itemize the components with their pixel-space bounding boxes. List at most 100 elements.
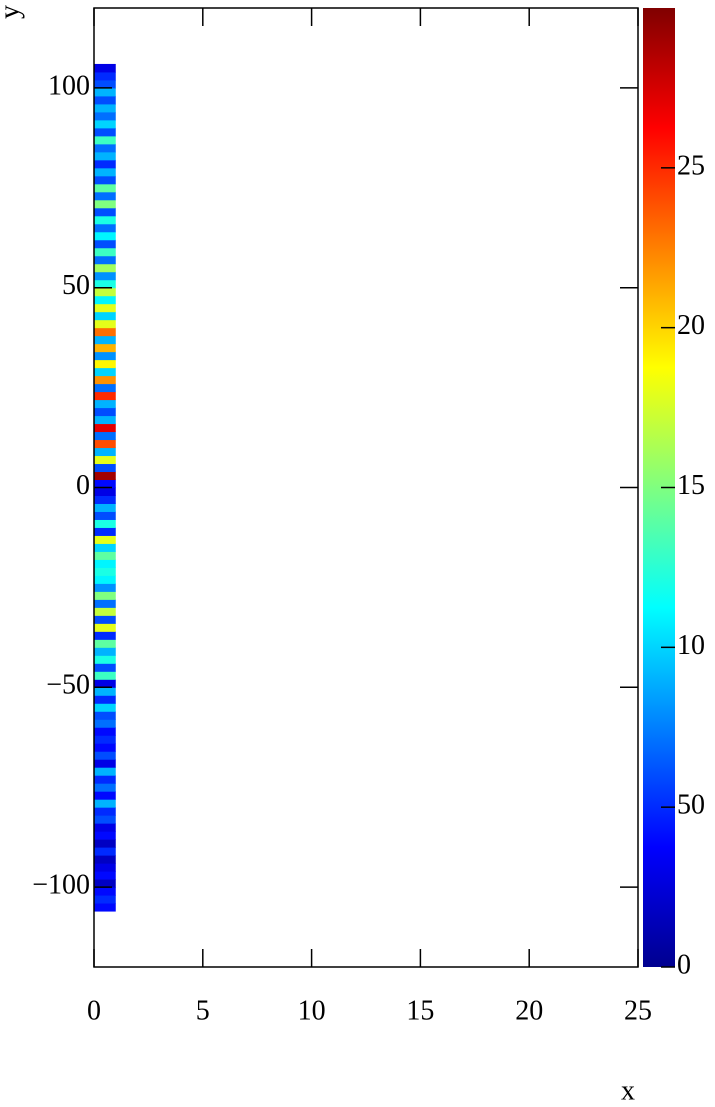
heatmap-cell: [94, 279, 116, 289]
heatmap-cell: [94, 239, 116, 249]
heatmap-cell: [94, 807, 116, 816]
heatmap-cell: [94, 103, 116, 113]
heatmap-cell: [94, 311, 116, 321]
heatmap-cell: [94, 575, 116, 584]
heatmap-cell: [94, 663, 116, 672]
heatmap-cell: [94, 183, 116, 193]
heatmap-cell: [94, 567, 116, 576]
heatmap-cell: [94, 639, 116, 648]
heatmap-cell: [94, 735, 116, 744]
heatmap-cell: [94, 215, 116, 225]
heatmap-cell: [94, 847, 116, 856]
heatmap-cell: [94, 71, 116, 81]
color-bar-label: 15: [677, 470, 705, 501]
heatmap-cell: [94, 367, 116, 377]
heatmap-cell: [94, 167, 116, 177]
heatmap-cell: [94, 383, 116, 393]
heatmap-cell: [94, 743, 116, 752]
heatmap-cell: [94, 751, 116, 760]
y-tick-label: −100: [32, 870, 90, 901]
heatmap-cell: [94, 527, 116, 536]
color-bar-label: 10: [677, 630, 705, 661]
heatmap-cell: [94, 535, 116, 544]
heatmap-cell: [94, 135, 116, 145]
heatmap-cell: [94, 607, 116, 616]
heatmap-cell: [94, 839, 116, 848]
heatmap-cell: [94, 591, 116, 600]
heatmap-cell: [94, 439, 116, 449]
heatmap-cell: [94, 231, 116, 241]
heatmap-cell: [94, 799, 116, 808]
heatmap-cell: [94, 119, 116, 129]
heatmap-cell: [94, 623, 116, 632]
color-bar-label: 0: [677, 949, 691, 980]
heatmap-cell: [94, 415, 116, 425]
x-tick-label: 0: [87, 995, 101, 1026]
heatmap-cell: [94, 319, 116, 329]
heatmap-cell: [94, 879, 116, 888]
y-tick-label: 100: [48, 70, 90, 101]
heatmap-cell: [94, 207, 116, 217]
heatmap-cell: [94, 327, 116, 337]
heatmap-cell: [94, 95, 116, 105]
heatmap-cell: [94, 695, 116, 704]
heatmap-cell: [94, 519, 116, 528]
heatmap-cell: [94, 175, 116, 185]
heatmap-cell: [94, 63, 116, 73]
heatmap-cell: [94, 463, 116, 473]
heatmap-cell: [94, 495, 116, 504]
heatmap-cell: [94, 191, 116, 201]
heatmap-cell: [94, 687, 116, 696]
heatmap-cell: [94, 679, 116, 688]
y-tick-label: 50: [62, 270, 90, 301]
heatmap-cell: [94, 447, 116, 457]
heatmap-cell: [94, 895, 116, 904]
heatmap-cell: [94, 143, 116, 153]
color-bar-label: 50: [677, 790, 705, 821]
heatmap-cell: [94, 503, 116, 512]
x-axis-label: x: [621, 1075, 635, 1106]
heatmap-cell: [94, 471, 116, 481]
heatmap-cell: [94, 375, 116, 385]
x-tick-label: 10: [298, 995, 326, 1026]
heatmap-cell: [94, 255, 116, 265]
heatmap-cell: [94, 655, 116, 664]
heatmap-cell: [94, 391, 116, 401]
heatmap-cell: [94, 783, 116, 792]
heatmap-cell: [94, 287, 116, 297]
heatmap-cell: [94, 559, 116, 568]
heatmap-cell: [94, 87, 116, 97]
heatmap-cell: [94, 711, 116, 720]
x-tick-label: 5: [196, 995, 210, 1026]
y-tick-label: −50: [46, 670, 90, 701]
heatmap-cell: [94, 247, 116, 257]
heatmap-cell: [94, 511, 116, 520]
heatmap-cell: [94, 263, 116, 273]
x-tick-label: 20: [515, 995, 543, 1026]
heatmap-cell: [94, 79, 116, 89]
x-tick-label: 25: [624, 995, 652, 1026]
heatmap-cell: [94, 407, 116, 417]
heatmap-cell: [94, 791, 116, 800]
heatmap-cell: [94, 159, 116, 169]
heatmap-cell: [94, 271, 116, 281]
heatmap-cell: [94, 903, 116, 912]
heatmap-cell: [94, 543, 116, 552]
heatmap-cell: [94, 887, 116, 896]
heatmap-cell: [94, 631, 116, 640]
heatmap-cell: [94, 727, 116, 736]
heatmap-cell: [94, 351, 116, 361]
heatmap-cell: [94, 615, 116, 624]
heatmap-cell: [94, 423, 116, 433]
heatmap-cell: [94, 863, 116, 872]
heatmap-cell: [94, 223, 116, 233]
heatmap-cell: [94, 151, 116, 161]
heatmap-cell: [94, 431, 116, 441]
heatmap-cell: [94, 647, 116, 656]
heatmap-cell: [94, 111, 116, 121]
heatmap-cell: [94, 343, 116, 353]
plot-frame: [93, 7, 639, 968]
color-bar-label: 20: [677, 310, 705, 341]
heatmap-cell: [94, 855, 116, 864]
